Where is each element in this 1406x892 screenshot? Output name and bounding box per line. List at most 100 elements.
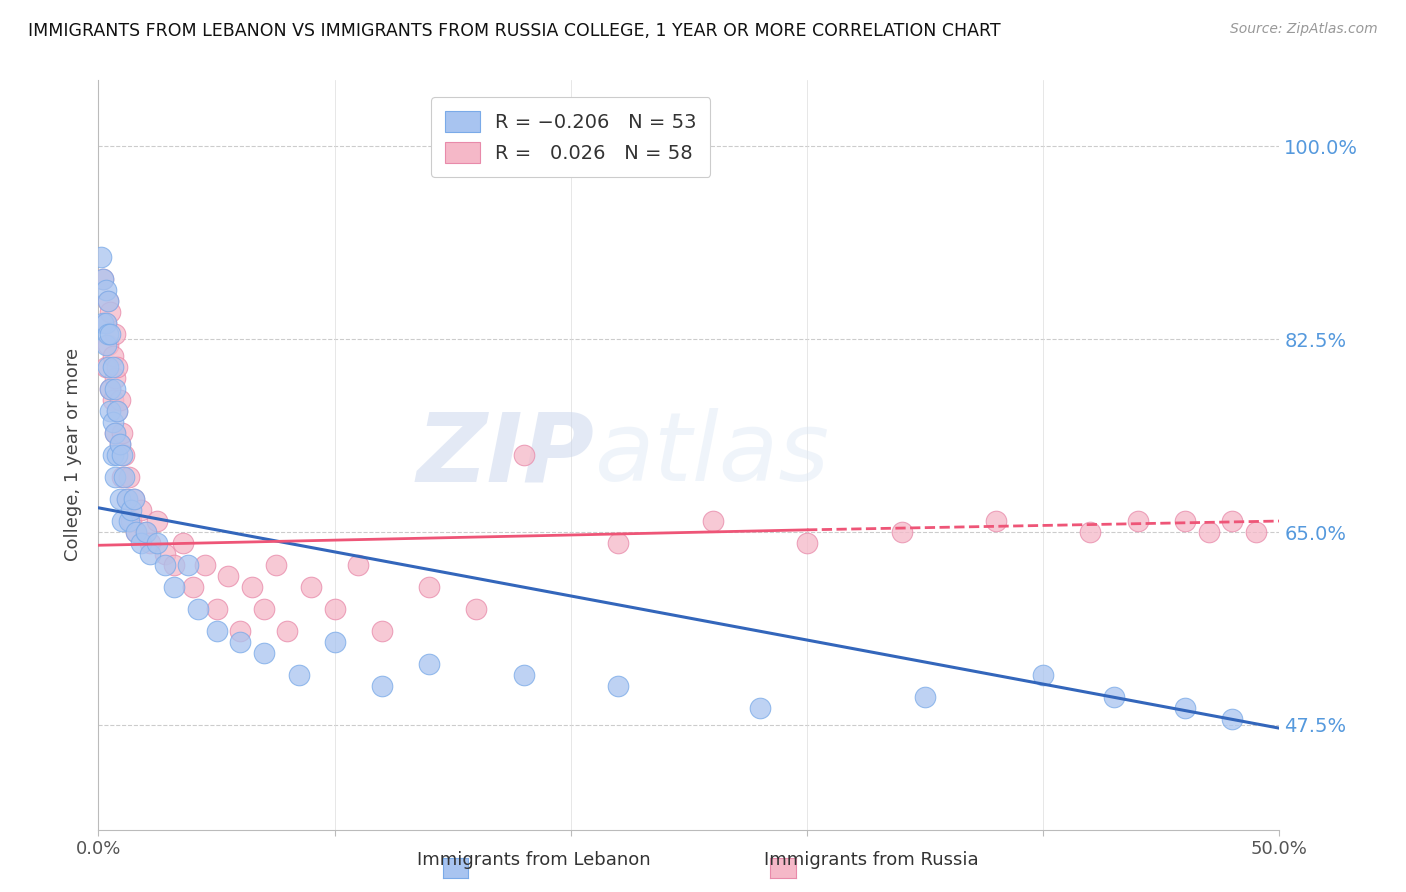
Point — [104, 470, 127, 484]
Point — [187, 602, 209, 616]
Point — [98, 304, 121, 318]
Point — [172, 536, 194, 550]
Point — [163, 558, 186, 573]
Point — [101, 415, 124, 429]
Point — [101, 392, 124, 407]
Point — [122, 491, 145, 506]
Point — [90, 250, 112, 264]
Point — [323, 635, 346, 649]
Point — [129, 503, 152, 517]
Point — [181, 580, 204, 594]
Point — [94, 359, 117, 374]
Point — [1126, 514, 1149, 528]
Point — [796, 536, 818, 550]
Point — [607, 679, 630, 693]
Point — [94, 337, 117, 351]
Point — [91, 316, 114, 330]
Point — [153, 558, 176, 573]
Point — [97, 293, 120, 308]
Point — [607, 536, 630, 550]
Point — [125, 524, 148, 539]
Point — [1244, 524, 1267, 539]
Point — [104, 371, 127, 385]
Point — [135, 524, 157, 539]
Point — [702, 514, 724, 528]
Text: IMMIGRANTS FROM LEBANON VS IMMIGRANTS FROM RUSSIA COLLEGE, 1 YEAR OR MORE CORREL: IMMIGRANTS FROM LEBANON VS IMMIGRANTS FR… — [28, 22, 1001, 40]
Point — [101, 359, 124, 374]
Point — [264, 558, 287, 573]
Point — [111, 514, 134, 528]
Point — [111, 470, 134, 484]
Point — [104, 425, 127, 440]
Text: atlas: atlas — [595, 409, 830, 501]
Point — [299, 580, 322, 594]
Point — [371, 679, 394, 693]
Point — [115, 491, 138, 506]
Point — [253, 646, 276, 660]
Point — [163, 580, 186, 594]
Point — [111, 448, 134, 462]
Point — [121, 514, 143, 528]
Point — [1198, 524, 1220, 539]
Point — [276, 624, 298, 639]
Point — [288, 668, 311, 682]
Point — [97, 337, 120, 351]
Point — [97, 293, 120, 308]
Point — [240, 580, 263, 594]
Point — [177, 558, 200, 573]
Point — [98, 382, 121, 396]
Point — [1174, 701, 1197, 715]
Point — [98, 404, 121, 418]
Point — [512, 448, 534, 462]
Point — [94, 283, 117, 297]
Point — [229, 635, 252, 649]
Point — [135, 524, 157, 539]
Point — [1174, 514, 1197, 528]
Point — [91, 271, 114, 285]
Point — [129, 536, 152, 550]
Point — [125, 524, 148, 539]
Y-axis label: College, 1 year or more: College, 1 year or more — [65, 349, 83, 561]
Legend: R = −0.206   N = 53, R =   0.026   N = 58: R = −0.206 N = 53, R = 0.026 N = 58 — [432, 97, 710, 177]
Point — [111, 425, 134, 440]
Point — [105, 404, 128, 418]
Text: Immigrants from Russia: Immigrants from Russia — [765, 851, 979, 869]
Point — [418, 580, 440, 594]
Point — [118, 514, 141, 528]
Point — [1102, 690, 1125, 705]
Point — [108, 437, 131, 451]
Point — [98, 382, 121, 396]
Point — [122, 491, 145, 506]
Point — [146, 536, 169, 550]
Point — [748, 701, 770, 715]
Point — [418, 657, 440, 672]
Point — [112, 448, 135, 462]
Point — [118, 470, 141, 484]
Text: Immigrants from Lebanon: Immigrants from Lebanon — [418, 851, 651, 869]
Point — [97, 359, 120, 374]
Point — [253, 602, 276, 616]
Point — [465, 602, 488, 616]
Point — [146, 514, 169, 528]
Point — [105, 359, 128, 374]
Point — [105, 404, 128, 418]
Point — [115, 491, 138, 506]
Point — [1080, 524, 1102, 539]
Point — [121, 503, 143, 517]
Point — [108, 437, 131, 451]
Point — [94, 316, 117, 330]
Point — [205, 624, 228, 639]
Point — [194, 558, 217, 573]
Point — [101, 349, 124, 363]
Point — [890, 524, 912, 539]
Text: ZIP: ZIP — [416, 409, 595, 501]
Point — [101, 448, 124, 462]
Point — [108, 491, 131, 506]
Point — [104, 326, 127, 341]
Point — [1220, 514, 1243, 528]
Point — [104, 382, 127, 396]
Point — [984, 514, 1007, 528]
Point — [139, 547, 162, 561]
Point — [97, 326, 120, 341]
Point — [1220, 712, 1243, 726]
